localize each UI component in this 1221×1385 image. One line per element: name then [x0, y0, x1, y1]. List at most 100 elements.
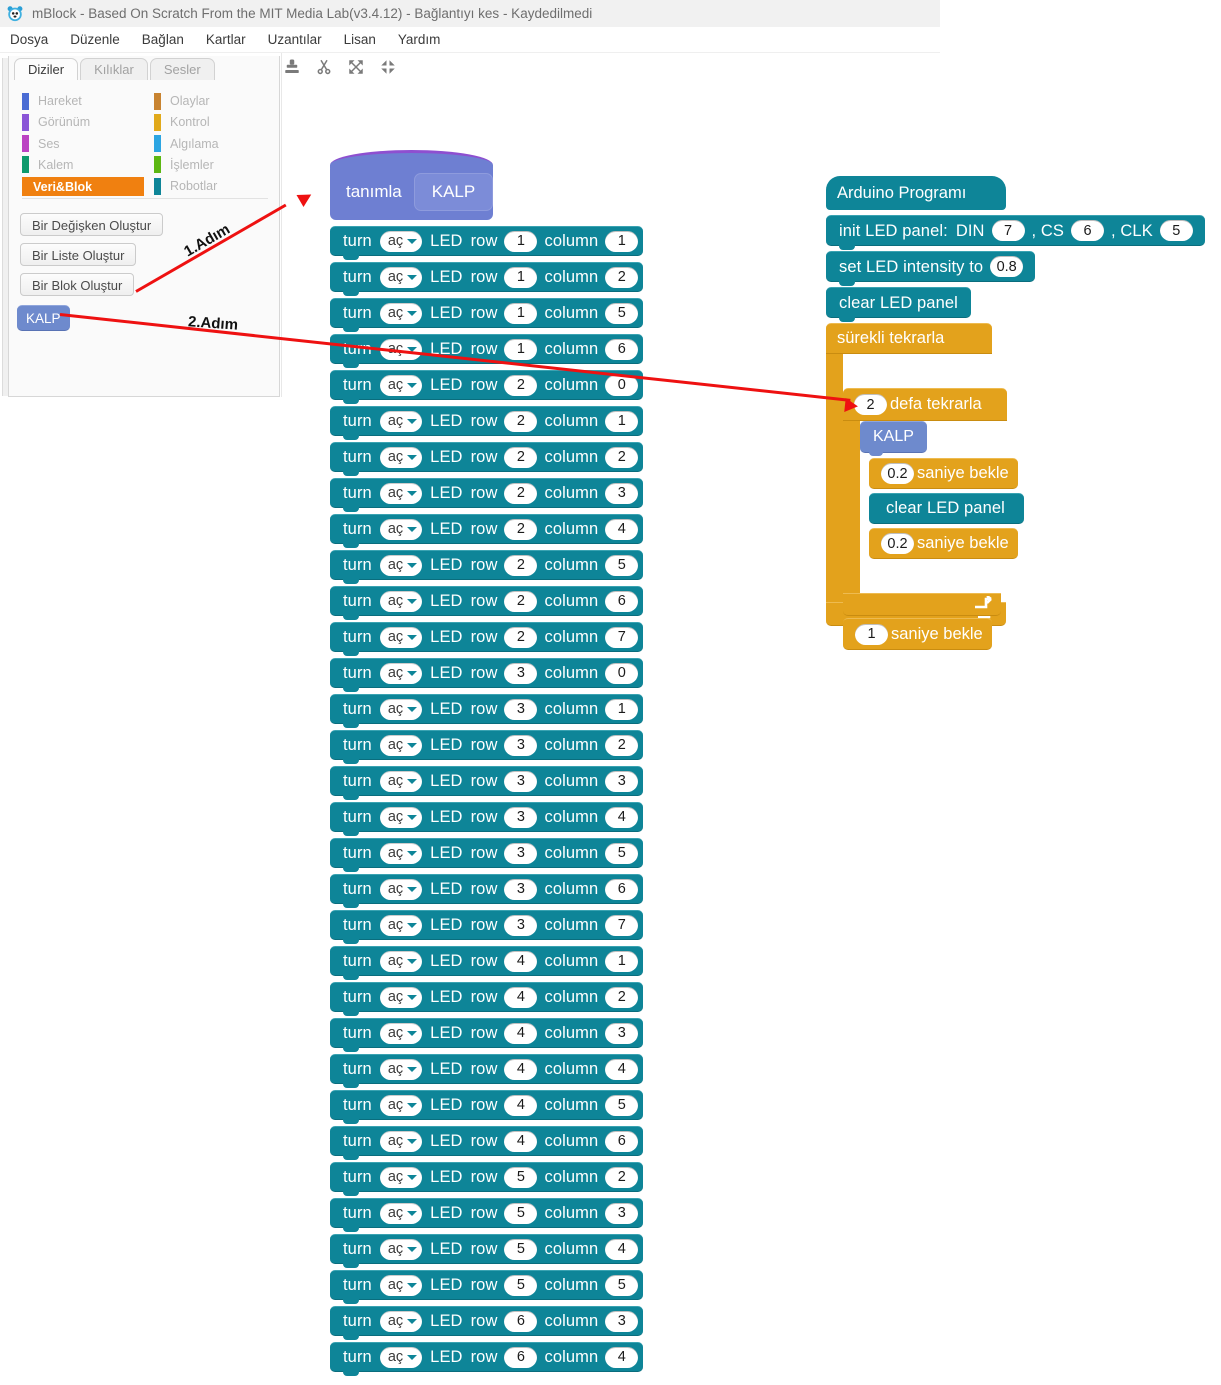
palette-custom-block-kalp[interactable]: KALP: [17, 305, 70, 331]
clear-led-panel-inner-block[interactable]: clear LED panel: [869, 493, 1024, 524]
shrink-icon[interactable]: [379, 58, 397, 76]
arduino-program-hat[interactable]: Arduino Programı: [826, 176, 1006, 210]
column-value[interactable]: 5: [605, 554, 639, 576]
category-ses[interactable]: Ses: [22, 135, 142, 153]
turn-led-block[interactable]: turn aç LED row 5 column 4: [330, 1234, 643, 1268]
row-value[interactable]: 4: [504, 1094, 538, 1116]
row-value[interactable]: 2: [504, 446, 538, 468]
turn-led-block[interactable]: turn aç LED row 5 column 3: [330, 1198, 643, 1232]
turn-led-block[interactable]: turn aç LED row 2 column 7: [330, 622, 643, 656]
row-value[interactable]: 3: [504, 734, 538, 756]
column-value[interactable]: 3: [605, 1022, 639, 1044]
turn-led-block[interactable]: turn aç LED row 3 column 2: [330, 730, 643, 764]
turn-led-block[interactable]: turn aç LED row 5 column 5: [330, 1270, 643, 1304]
menu-uzantilar[interactable]: Uzantılar: [267, 32, 322, 47]
turn-led-block[interactable]: turn aç LED row 2 column 1: [330, 406, 643, 440]
state-dropdown[interactable]: aç: [379, 662, 423, 684]
row-value[interactable]: 3: [504, 662, 538, 684]
row-value[interactable]: 1: [504, 302, 538, 324]
column-value[interactable]: 3: [605, 482, 639, 504]
state-dropdown[interactable]: aç: [379, 1310, 423, 1332]
row-value[interactable]: 2: [504, 518, 538, 540]
column-value[interactable]: 1: [605, 230, 639, 252]
stamp-icon[interactable]: [283, 58, 301, 76]
state-dropdown[interactable]: aç: [379, 266, 423, 288]
column-value[interactable]: 3: [605, 1310, 639, 1332]
column-value[interactable]: 5: [605, 302, 639, 324]
repeat-header[interactable]: 2 defa tekrarla: [843, 388, 1007, 421]
column-value[interactable]: 1: [605, 950, 639, 972]
turn-led-block[interactable]: turn aç LED row 3 column 3: [330, 766, 643, 800]
column-value[interactable]: 5: [605, 1274, 639, 1296]
row-value[interactable]: 2: [504, 482, 538, 504]
repeat-block[interactable]: 2 defa tekrarla KALP 0.2 saniye bekle clear L…: [843, 388, 1024, 616]
turn-led-block[interactable]: turn aç LED row 3 column 1: [330, 694, 643, 728]
turn-led-block[interactable]: turn aç LED row 6 column 4: [330, 1342, 643, 1376]
row-value[interactable]: 1: [504, 230, 538, 252]
row-value[interactable]: 1: [504, 266, 538, 288]
state-dropdown[interactable]: aç: [379, 230, 423, 252]
define-prototype-kalp[interactable]: KALP: [413, 172, 494, 211]
row-value[interactable]: 2: [504, 554, 538, 576]
column-value[interactable]: 4: [605, 1346, 639, 1368]
state-dropdown[interactable]: aç: [379, 914, 423, 936]
row-value[interactable]: 3: [504, 878, 538, 900]
state-dropdown[interactable]: aç: [379, 1094, 423, 1116]
tab-diziler[interactable]: Diziler: [14, 58, 79, 80]
column-value[interactable]: 7: [605, 626, 639, 648]
state-dropdown[interactable]: aç: [379, 302, 423, 324]
state-dropdown[interactable]: aç: [379, 518, 423, 540]
row-value[interactable]: 4: [504, 986, 538, 1008]
column-value[interactable]: 2: [605, 1166, 639, 1188]
wait-seconds-value[interactable]: 0.2: [881, 463, 914, 484]
turn-led-block[interactable]: turn aç LED row 2 column 0: [330, 370, 643, 404]
row-value[interactable]: 4: [504, 1130, 538, 1152]
row-value[interactable]: 6: [504, 1310, 538, 1332]
state-dropdown[interactable]: aç: [379, 1274, 423, 1296]
menu-yardim[interactable]: Yardım: [397, 32, 441, 47]
state-dropdown[interactable]: aç: [379, 842, 423, 864]
turn-led-block[interactable]: turn aç LED row 2 column 6: [330, 586, 643, 620]
wait-seconds-value[interactable]: 1: [855, 623, 888, 645]
column-value[interactable]: 4: [605, 1058, 639, 1080]
turn-led-block[interactable]: turn aç LED row 3 column 6: [330, 874, 643, 908]
row-value[interactable]: 3: [504, 806, 538, 828]
turn-led-block[interactable]: turn aç LED row 1 column 5: [330, 298, 643, 332]
menu-duzenle[interactable]: Düzenle: [70, 32, 120, 47]
init-led-panel-block[interactable]: init LED panel: DIN 7, CS 6, CLK 5: [826, 215, 1205, 250]
column-value[interactable]: 6: [605, 878, 639, 900]
row-value[interactable]: 6: [504, 1346, 538, 1368]
make-block-button[interactable]: Bir Blok Oluştur: [20, 273, 135, 296]
state-dropdown[interactable]: aç: [379, 1058, 423, 1080]
set-led-intensity-block[interactable]: set LED intensity to 0.8: [826, 251, 1036, 286]
column-value[interactable]: 2: [605, 986, 639, 1008]
category-kontrol[interactable]: Kontrol: [154, 113, 274, 131]
column-value[interactable]: 2: [605, 446, 639, 468]
turn-led-block[interactable]: turn aç LED row 2 column 4: [330, 514, 643, 548]
grow-icon[interactable]: [347, 58, 365, 76]
row-value[interactable]: 1: [504, 338, 538, 360]
state-dropdown[interactable]: aç: [379, 482, 423, 504]
row-value[interactable]: 2: [504, 374, 538, 396]
category-kalem[interactable]: Kalem: [22, 156, 142, 174]
turn-led-block[interactable]: turn aç LED row 4 column 5: [330, 1090, 643, 1124]
define-hat-block[interactable]: tanımla KALP: [330, 150, 494, 220]
menu-kartlar[interactable]: Kartlar: [205, 32, 246, 47]
repeat-count-value[interactable]: 2: [854, 394, 887, 415]
state-dropdown[interactable]: aç: [379, 410, 423, 432]
state-dropdown[interactable]: aç: [379, 1166, 423, 1188]
turn-led-block[interactable]: turn aç LED row 6 column 3: [330, 1306, 643, 1340]
row-value[interactable]: 3: [504, 770, 538, 792]
cs-value[interactable]: 6: [1071, 220, 1105, 241]
column-value[interactable]: 5: [605, 842, 639, 864]
turn-led-block[interactable]: turn aç LED row 3 column 4: [330, 802, 643, 836]
state-dropdown[interactable]: aç: [379, 1202, 423, 1224]
column-value[interactable]: 6: [605, 338, 639, 360]
wait-block[interactable]: 0.2 saniye bekle: [869, 458, 1018, 489]
row-value[interactable]: 4: [504, 1022, 538, 1044]
wait-block[interactable]: 1 saniye bekle: [843, 618, 992, 650]
wait-seconds-value[interactable]: 0.2: [881, 533, 914, 554]
row-value[interactable]: 3: [504, 842, 538, 864]
state-dropdown[interactable]: aç: [379, 878, 423, 900]
state-dropdown[interactable]: aç: [379, 1130, 423, 1152]
